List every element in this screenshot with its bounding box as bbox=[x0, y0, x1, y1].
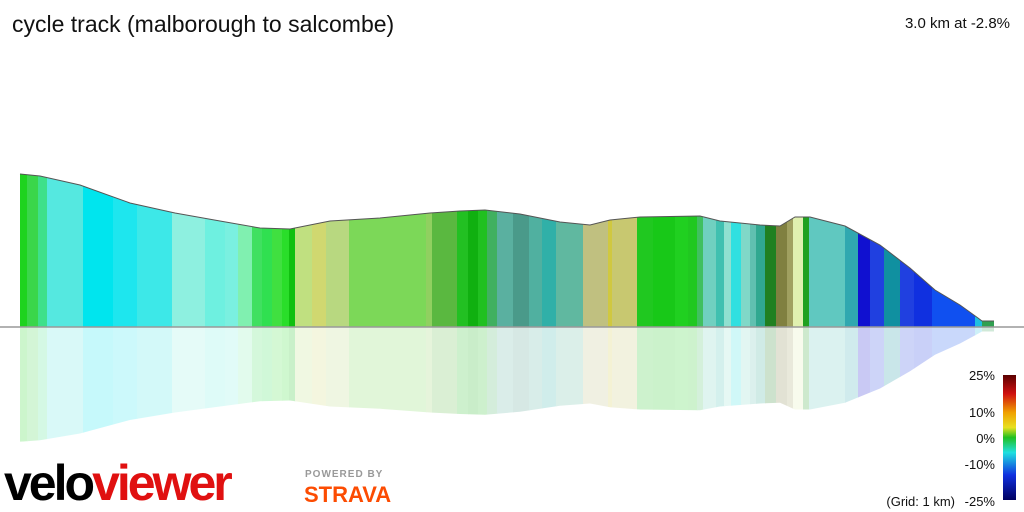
gradient-segment bbox=[252, 174, 263, 327]
gradient-segment bbox=[608, 174, 613, 327]
gradient-segment bbox=[205, 174, 226, 327]
gradient-segment bbox=[326, 174, 350, 327]
gradient-segment bbox=[776, 174, 788, 327]
gradient-segment bbox=[583, 174, 609, 327]
gradient-segment bbox=[688, 174, 698, 327]
gradient-segment bbox=[349, 174, 427, 327]
gradient-segment bbox=[637, 174, 654, 327]
gradient-segment bbox=[724, 174, 732, 327]
summary: 3.0 km at -2.8% bbox=[905, 15, 1010, 32]
logo-velo: velo bbox=[4, 455, 94, 511]
gradient-segment bbox=[731, 174, 742, 327]
gradient-segment bbox=[47, 174, 84, 327]
logo-viewer: viewer bbox=[92, 455, 232, 511]
gradient-segment bbox=[529, 174, 543, 327]
gradient-segment bbox=[513, 174, 530, 327]
gradient-segment bbox=[975, 174, 983, 327]
gradient-segment bbox=[137, 174, 173, 327]
gradient-segment bbox=[20, 174, 28, 327]
profile-outline bbox=[19, 173, 994, 322]
gradient-segment bbox=[282, 174, 290, 327]
scale-label: 10% bbox=[969, 405, 995, 420]
gradient-segment bbox=[497, 174, 514, 327]
gradient-segment bbox=[697, 174, 704, 327]
title: cycle track (malborough to salcombe) bbox=[12, 11, 394, 37]
gradient-segment bbox=[542, 174, 557, 327]
gradient-segment bbox=[914, 174, 933, 327]
gradient-segment bbox=[787, 174, 794, 327]
gradient-segment bbox=[653, 174, 676, 327]
gradient-segment bbox=[932, 174, 976, 327]
gradient-segment bbox=[487, 174, 498, 327]
gradient-segment bbox=[432, 174, 458, 327]
gradient-segment bbox=[468, 174, 479, 327]
gradient-segment bbox=[870, 174, 885, 327]
elevation-profile bbox=[20, 174, 994, 327]
powered-by: POWERED BY bbox=[305, 469, 383, 480]
gradient-segment bbox=[312, 174, 327, 327]
gradient-segment bbox=[793, 174, 804, 327]
profile-reflection bbox=[20, 327, 995, 445]
gradient-segment bbox=[38, 174, 48, 327]
gradient-segment bbox=[756, 174, 766, 327]
scale-label: 25% bbox=[969, 368, 995, 383]
gradient-segment bbox=[858, 174, 871, 327]
gradient-segment bbox=[478, 174, 488, 327]
scale-label: -10% bbox=[965, 457, 996, 472]
gradient-segment bbox=[884, 174, 901, 327]
logo: veloviewer bbox=[4, 455, 232, 511]
gradient-segment bbox=[27, 174, 39, 327]
gradient-segment bbox=[716, 174, 725, 327]
gradient-segment bbox=[457, 174, 469, 327]
gradient-segment bbox=[845, 174, 859, 327]
gradient-segment bbox=[750, 174, 757, 327]
gradient-segment bbox=[289, 174, 296, 327]
gradient-segment bbox=[612, 174, 638, 327]
strava-logo: STRAVA bbox=[304, 482, 391, 507]
gradient-segment bbox=[225, 174, 239, 327]
gradient-segment bbox=[262, 174, 273, 327]
gradient-segment bbox=[295, 174, 313, 327]
gradient-segment bbox=[556, 174, 584, 327]
gradient-segment bbox=[272, 174, 283, 327]
gradient-segment bbox=[675, 174, 689, 327]
gradient-scale bbox=[1003, 375, 1016, 500]
gradient-segment bbox=[703, 174, 717, 327]
gradient-segment bbox=[765, 174, 777, 327]
gradient-segment bbox=[238, 174, 253, 327]
gradient-segment bbox=[982, 174, 994, 327]
gradient-segment bbox=[83, 174, 114, 327]
gradient-segment bbox=[741, 174, 751, 327]
scale-label: -25% bbox=[965, 494, 996, 509]
gradient-segment bbox=[113, 174, 138, 327]
gradient-segment bbox=[426, 174, 433, 327]
gradient-segment bbox=[900, 174, 915, 327]
gradient-segment bbox=[172, 174, 206, 327]
gradient-segment bbox=[803, 174, 810, 327]
grid-note: (Grid: 1 km) bbox=[886, 494, 955, 509]
scale-label: 0% bbox=[976, 431, 995, 446]
gradient-segment bbox=[809, 174, 846, 327]
